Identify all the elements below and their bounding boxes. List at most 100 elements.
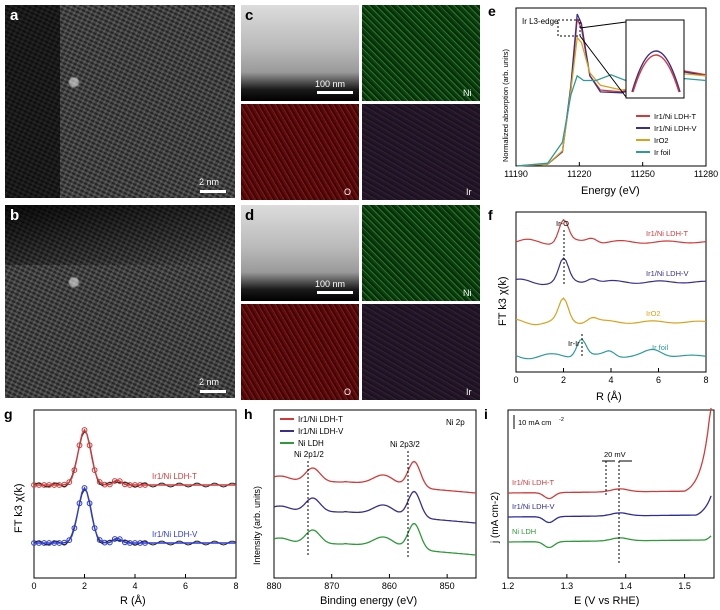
fit-point [116, 478, 123, 485]
data-line [33, 488, 237, 546]
panel-b-scalebar-label: 2 nm [199, 377, 220, 387]
svg-text:-2: -2 [559, 417, 564, 423]
series-line [515, 297, 707, 326]
panel-h-region-label: Ni 2p [446, 418, 465, 427]
panel-d-o-label: O [344, 387, 352, 397]
xtick-label: 11220 [567, 169, 591, 179]
panel-a-letter: a [10, 7, 19, 24]
panel-e-xlabel: Energy (eV) [581, 185, 640, 197]
series-line [34, 486, 236, 544]
panel-d-ir-label: Ir [466, 387, 472, 397]
xtick-label: 6 [183, 581, 188, 591]
xtick-label: 1.5 [678, 581, 691, 591]
xtick-label: 870 [324, 581, 339, 591]
inset-ldh-t-peak [632, 54, 680, 93]
xtick-label: 4 [608, 375, 613, 385]
xtick-label: 1.4 [619, 581, 632, 591]
legend-label: Ni LDH [298, 439, 324, 448]
series-line [273, 522, 477, 556]
xtick-label: 860 [382, 581, 397, 591]
panel-c-scalebar [317, 91, 353, 94]
fit-point [116, 536, 123, 543]
panel-g-ylabel: FT k3 χ(k) [13, 483, 25, 533]
panel-a-scalebar [200, 190, 226, 193]
series-label: IrO2 [646, 309, 661, 318]
panel-g-letter: g [4, 406, 13, 422]
panel-h-xticks: 880 870 860 850 [266, 574, 455, 591]
series-label: Ir1/Ni LDH-V [646, 269, 689, 278]
panel-g-series-group [31, 427, 237, 546]
panel-h-peak-p32: Ni 2p3/2 [390, 440, 420, 449]
panel-d-ni-label: Ni [463, 288, 472, 298]
series-label: Ir1/Ni LDH-V [512, 502, 555, 511]
panel-f-xticks: 0 2 4 6 8 [513, 368, 709, 385]
xtick-label: 6 [656, 375, 661, 385]
panel-c-o-label: O [344, 187, 352, 197]
panel-b-scalebar [200, 390, 226, 393]
data-line [33, 430, 237, 488]
xtick-label: 880 [266, 581, 281, 591]
legend-label: Ir1/Ni LDH-T [654, 112, 697, 121]
panel-e-xticks: 11190 11220 11250 11280 [504, 162, 718, 179]
series-line [515, 257, 707, 286]
inset-ldh-v-peak [631, 50, 681, 93]
fit-point [66, 479, 73, 485]
panel-b-stem-image [5, 205, 235, 398]
panel-e-chart: e Ir L3-edge Normalized absorption (arb.… [488, 3, 718, 197]
panel-a-stem-image [5, 5, 235, 198]
fit-point [66, 537, 73, 544]
panel-h-ylabel: Intensity (arb. units) [252, 486, 262, 565]
legend-label: IrO2 [654, 136, 669, 145]
panel-g-xticks: 0 2 4 6 8 [31, 574, 239, 591]
series-line [273, 460, 477, 494]
series-label: Ir1/Ni LDH-T [152, 472, 197, 481]
panel-i-xlabel: E (V vs RHE) [574, 595, 639, 607]
xtick-label: 2 [82, 581, 87, 591]
xtick-label: 8 [703, 375, 708, 385]
panel-d-ni-map [362, 205, 480, 301]
panel-e-edge-label: Ir L3-edge [522, 17, 559, 26]
panel-f-ylabel: FT k3 χ(k) [497, 276, 509, 326]
panel-d-haadf-image [241, 205, 359, 301]
panel-a-scalebar-label: 2 nm [199, 177, 220, 187]
panel-i-xticks: 1.2 1.3 1.4 1.5 [502, 574, 691, 591]
series-line [508, 495, 712, 524]
series-label: Ir1/Ni LDH-V [152, 530, 198, 539]
panel-i-chart: i 10 mA cm -2 j (mA cm-2) 1.2 1.3 1.4 1.5 E… [484, 406, 715, 607]
panel-f-peak-irir: Ir-Ir [568, 339, 580, 348]
legend-label: Ir1/Ni LDH-T [298, 415, 343, 424]
panel-i-letter: i [484, 406, 488, 422]
xtick-label: 850 [440, 581, 455, 591]
panel-f-chart: f FT k3 χ(k) 0 2 4 6 8 R (Å) Ir-O Ir-Ir Ir1/… [488, 207, 709, 403]
panel-e-ylabel: Normalized absorption (arb. units) [501, 49, 510, 162]
panel-g-series-labels: Ir1/Ni LDH-T Ir1/Ni LDH-V [152, 472, 198, 539]
panel-h-series-group [273, 460, 477, 556]
panel-b-letter: b [10, 207, 20, 224]
xtick-label: 11250 [630, 169, 654, 179]
panel-h-letter: h [244, 406, 253, 422]
series-label: Ir1/Ni LDH-T [646, 229, 689, 238]
series-line [34, 428, 236, 486]
panel-f-peak-iro: Ir-O [556, 219, 569, 228]
panel-f-letter: f [488, 207, 493, 223]
panel-c-o-map [241, 104, 359, 200]
panel-h-xlabel: Binding energy (eV) [320, 595, 417, 607]
xtick-label: 0 [513, 375, 518, 385]
xtick-label: 1.2 [502, 581, 515, 591]
series-label: Ir foil [652, 343, 669, 352]
panel-c-letter: c [245, 7, 254, 24]
panel-i-ylabel: j (mA cm-2) [490, 492, 501, 544]
legend-label: Ir1/Ni LDH-V [298, 427, 344, 436]
series-line [508, 407, 712, 500]
panel-i-series-group [508, 407, 712, 549]
panel-f-xlabel: R (Å) [596, 390, 622, 403]
panel-i-scale-label: 10 mA cm [518, 418, 551, 427]
panel-h-legend: Ir1/Ni LDH-T Ir1/Ni LDH-V Ni LDH [280, 415, 344, 448]
panel-d-scalebar-label: 100 nm [315, 279, 346, 289]
xtick-label: 8 [233, 581, 238, 591]
legend-label: Ir1/Ni LDH-V [654, 124, 697, 133]
panel-f-series-group [515, 218, 707, 360]
series-line [515, 218, 707, 245]
panel-d-letter: d [245, 207, 255, 224]
series-line [508, 535, 712, 549]
